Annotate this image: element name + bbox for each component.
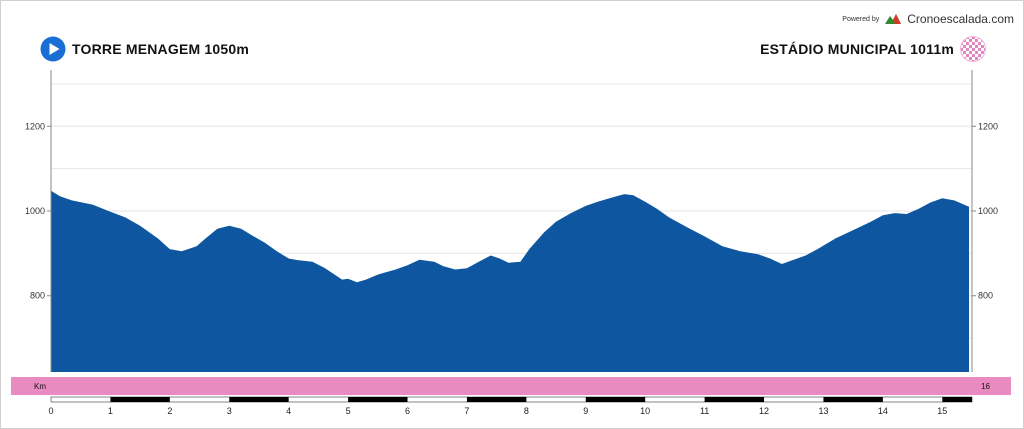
- x-tick-label: 6: [405, 406, 410, 416]
- scale-bar-segment: [466, 397, 527, 402]
- y-tick-label-right: 1200: [978, 121, 998, 131]
- finish-point: ESTÁDIO MUNICIPAL 1011m: [760, 36, 986, 62]
- y-tick-label-left: 800: [30, 291, 45, 301]
- finish-label: ESTÁDIO MUNICIPAL 1011m: [760, 41, 954, 57]
- scale-bar-segment: [110, 397, 170, 402]
- powered-by-label: Powered by: [842, 15, 880, 23]
- y-tick-label-left: 1000: [25, 206, 45, 216]
- scale-bar-segment: [348, 397, 408, 402]
- x-tick-label: 2: [167, 406, 172, 416]
- x-tick-label: 4: [286, 406, 291, 416]
- x-tick-label: 12: [759, 406, 769, 416]
- x-tick-label: 13: [818, 406, 828, 416]
- elevation-area-series: [51, 190, 969, 372]
- x-tick-label: 10: [640, 406, 650, 416]
- km-band-bar: [11, 377, 1011, 395]
- x-tick-label: 3: [227, 406, 232, 416]
- km-band: Km 16: [11, 377, 1011, 395]
- play-circle-icon: [40, 36, 66, 62]
- checkered-flag-icon: [960, 36, 986, 62]
- start-label: TORRE MENAGEM 1050m: [72, 41, 250, 57]
- x-tick-label: 0: [48, 406, 53, 416]
- brand-name: Cronoescalada.com: [907, 12, 1014, 26]
- mountain-logo-icon: [885, 14, 902, 24]
- x-tick-label: 15: [937, 406, 947, 416]
- x-tick-label: 5: [346, 406, 351, 416]
- y-tick-label-left: 1200: [25, 121, 45, 131]
- x-tick-label: 1: [108, 406, 113, 416]
- branding: Powered by Cronoescalada.com: [842, 12, 1014, 26]
- scale-bar-segment: [229, 397, 289, 402]
- y-tick-label-right: 1000: [978, 206, 998, 216]
- scale-bar-segment: [585, 397, 646, 402]
- x-tick-labels: 0 1 2 3 4 5 6 7 8 9 10 11 12 13 14 15: [48, 406, 947, 416]
- scale-bar-segment: [823, 397, 883, 402]
- y-tick-label-right: 800: [978, 291, 993, 301]
- scale-bar-segment: [942, 397, 972, 402]
- x-tick-label: 9: [583, 406, 588, 416]
- y-axes: 800 800 1000 1000 1200 1200: [25, 70, 998, 372]
- x-tick-label: 7: [464, 406, 469, 416]
- scale-bar-segment: [704, 397, 765, 402]
- distance-scale-bar: [50, 396, 973, 403]
- x-tick-label: 11: [700, 406, 709, 416]
- start-point: TORRE MENAGEM 1050m: [40, 36, 249, 62]
- x-tick-label: 8: [524, 406, 529, 416]
- km-band-label: Km: [34, 382, 46, 391]
- km-band-total: 16: [981, 382, 990, 391]
- x-tick-label: 14: [878, 406, 888, 416]
